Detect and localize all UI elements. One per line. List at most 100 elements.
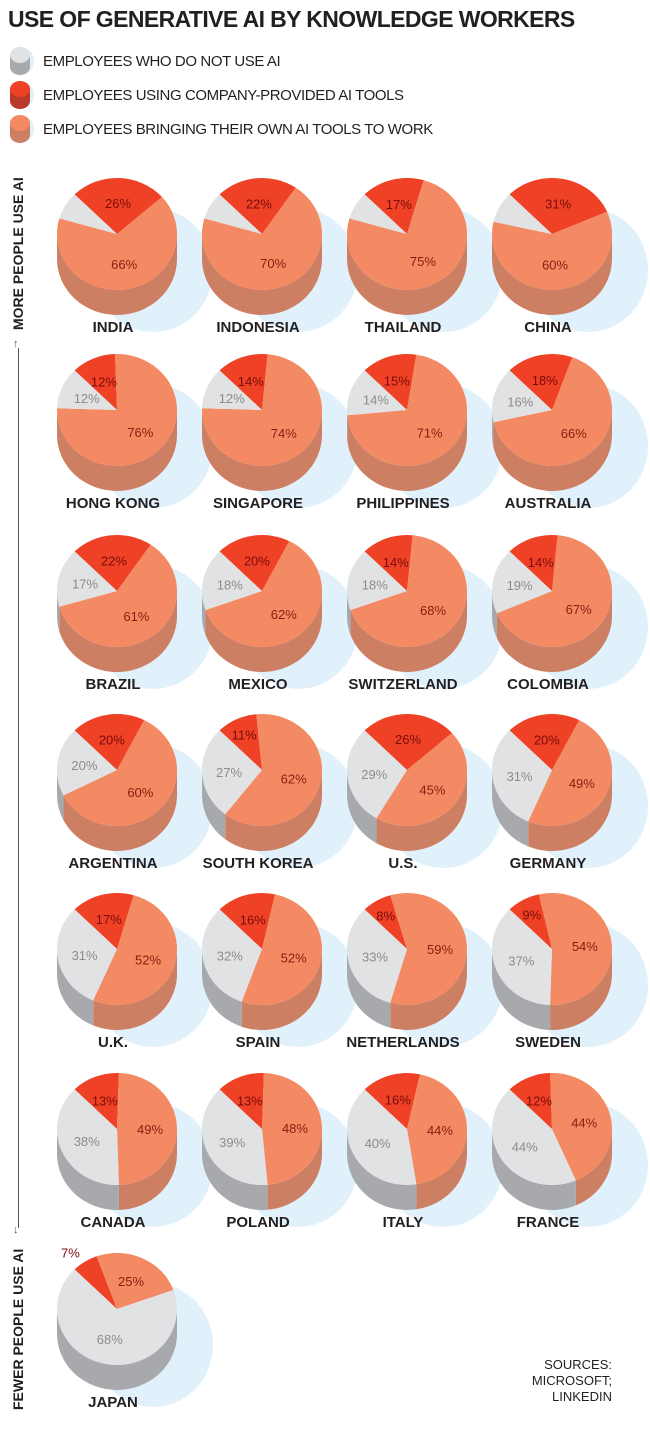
data-label-own: 66% [561,426,587,441]
pie-side-none [202,591,206,635]
country-label: MEXICO [228,676,288,693]
pie-slice-own [57,196,177,290]
data-label-own: 71% [417,425,443,440]
data-label-own: 44% [571,1115,597,1130]
data-label-own: 60% [127,785,153,800]
data-label-company: 14% [383,555,409,570]
country-label: INDIA [93,319,134,336]
pie-poland: 13% 48% 39% POLAND [201,1073,358,1231]
data-label-own: 45% [419,783,445,798]
country-label: BRAZIL [86,676,141,693]
data-label-own: 70% [260,256,286,271]
pie-side-own [347,234,467,315]
data-label-none: 20% [71,758,97,773]
pie-slice-none [491,730,552,822]
data-label-company: 31% [545,197,571,212]
pie-slice-none [59,194,117,234]
pie-slice-company [509,178,608,234]
pie-slice-none [347,551,407,610]
pie-side-own [350,591,468,672]
pie-slice-own [225,714,323,826]
data-label-company: 12% [526,1094,552,1109]
data-label-company: 26% [105,196,131,211]
pie-side-own [57,410,177,491]
pie-side-own [493,410,612,492]
country-label: THAILAND [365,319,442,336]
data-label-own: 61% [123,609,149,624]
pie-slice-none [57,1269,177,1365]
pie-side-own [93,949,177,1030]
pie-slice-own [538,893,612,1005]
pie-slice-own [492,211,612,290]
pie-hong-kong: 12% 76% 12% HONG KONG [56,354,213,512]
pie-slice-company [74,178,163,234]
pie-side-none [57,591,60,632]
pie-south-korea: 11% 62% 27% SOUTH KOREA [202,714,358,872]
pie-slice-own [347,180,467,290]
pie-side-own [57,234,177,315]
pie-germany: 20% 49% 31% GERMANY [491,714,648,872]
country-label: ITALY [383,1214,424,1231]
pie-sweden: 9% 54% 37% SWEDEN [492,893,648,1051]
pie-slice-none [347,730,407,819]
data-label-none: 12% [219,391,245,406]
data-label-own: 75% [410,254,436,269]
pie-side-none [492,1129,576,1210]
pie-side-own [205,591,322,672]
pie-side-none [57,949,94,1026]
pie-slice-company [509,354,573,410]
country-label: INDONESIA [216,319,300,336]
pie-indonesia: 22% 70% INDONESIA [202,178,358,336]
pie-slice-company [509,894,552,949]
pie-slice-own [205,541,323,648]
data-label-own: 60% [542,258,568,273]
pie-slice-own [528,720,613,827]
pie-brazil: 22% 61% 17% BRAZIL [57,535,213,693]
pie-philippines: 15% 71% 14% PHILIPPINES [347,354,503,512]
pie-slice-company [219,354,268,410]
pie-side-own [347,410,467,492]
data-label-none: 16% [507,394,533,409]
pie-slice-own [262,1073,323,1185]
pie-side-own [202,234,322,315]
pie-slice-own [407,1074,468,1185]
pie-india: 26% 66% INDIA [57,178,213,336]
data-label-company: 14% [238,374,264,389]
data-label-none: 29% [361,767,387,782]
pie-slice-company [219,892,276,949]
pie-side-none [347,1129,417,1210]
pie-side-none [347,949,391,1028]
country-label: CHINA [524,319,572,336]
pie-slice-none [347,370,407,416]
pie-slice-company [509,535,558,591]
pie-side-none [492,949,551,1030]
data-label-none: 37% [508,953,534,968]
country-label: JAPAN [88,1394,138,1411]
pie-slice-own [550,1072,613,1181]
data-label-company: 22% [101,553,127,568]
pie-side-own [241,949,322,1030]
data-label-none: 17% [72,576,98,591]
pie-argentina: 20% 60% 20% ARGENTINA [57,714,213,872]
data-label-own: 49% [569,776,595,791]
data-label-none: 31% [507,769,533,784]
pie-switzerland: 14% 68% 18% SWITZERLAND [347,535,503,693]
country-label: SOUTH KOREA [203,855,314,872]
legend-label-company: EMPLOYEES USING COMPANY-PROVIDED AI TOOL… [43,86,404,104]
data-label-company: 9% [522,908,541,923]
data-label-company: 17% [386,197,412,212]
arrow-up-icon: ↑ [13,338,19,350]
pie-slice-none [56,1089,119,1185]
pie-slice-none [492,370,552,423]
pie-slice-company [364,895,407,949]
pie-slice-own [202,187,323,290]
pie-slice-company [509,714,580,770]
pie-slice-company [74,1073,119,1129]
pie-slice-company [509,1073,552,1129]
country-label: POLAND [226,1214,290,1231]
pie-side-none [57,770,64,821]
data-label-own: 54% [572,939,598,954]
pie-side-none [202,1129,268,1210]
sources-line: SOURCES: [544,1357,612,1372]
